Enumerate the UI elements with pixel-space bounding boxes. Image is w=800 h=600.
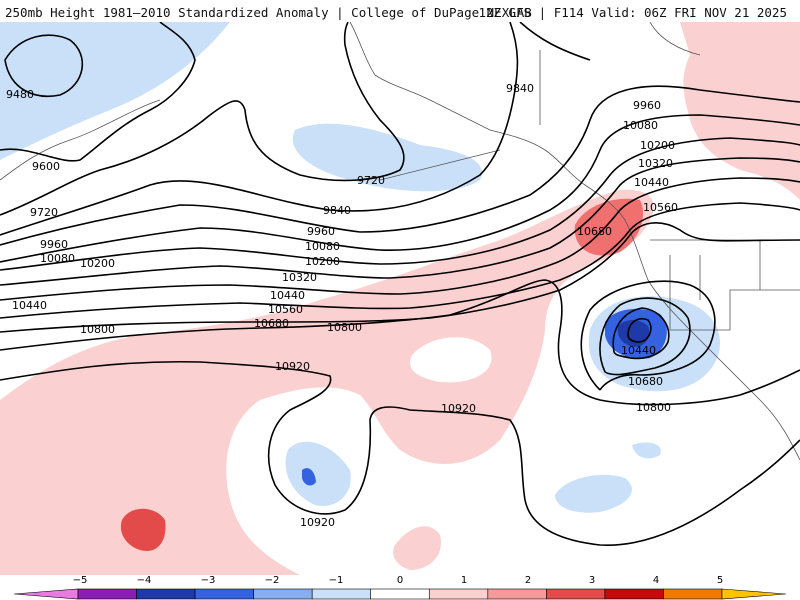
colorbar-tick-label: 0 (396, 575, 404, 586)
label-10440: 10440 (12, 299, 47, 312)
contour-9720-w (0, 22, 405, 216)
neg-anomaly-se-2 (632, 442, 661, 459)
label-10920: 10920 (441, 402, 476, 415)
neg-anomaly-sw-1 (285, 441, 351, 506)
colorbar-tick-label: −1 (328, 575, 344, 586)
colorbar-tick-label: −5 (72, 575, 88, 586)
pos-anomaly-sw-patch (30, 459, 58, 479)
contour-10800-low (580, 280, 716, 391)
colorbar-swatch (194, 588, 254, 600)
label-10800: 10800 (80, 323, 115, 336)
pos-anomaly-hole-1 (410, 337, 492, 383)
label-10440-low: 10440 (621, 344, 656, 357)
label-9600: 9600 (32, 160, 60, 173)
label-10680: 10680 (254, 317, 289, 330)
label-9840: 9840 (323, 204, 351, 217)
label-10200: 10200 (80, 257, 115, 270)
colorbar-swatch (136, 588, 196, 600)
label-9840: 9840 (506, 82, 534, 95)
colorbar-swatch (546, 588, 606, 600)
contour-10200 (0, 137, 800, 271)
pos-anomaly-bottom (393, 526, 441, 570)
contour-10920 (0, 360, 800, 546)
contour-10440 (0, 177, 800, 301)
label-10800-low: 10800 (636, 401, 671, 414)
contour-10560 (0, 202, 800, 319)
contour-10800 (0, 279, 800, 406)
contour-10080 (0, 114, 800, 263)
colorbar-tick-label: 3 (588, 575, 596, 586)
contour-9840-top (519, 22, 591, 61)
label-10080: 10080 (305, 240, 340, 253)
label-10080: 10080 (623, 119, 658, 132)
label-10440: 10440 (634, 176, 669, 189)
contour-10680-main (0, 222, 800, 333)
label-10320: 10320 (282, 271, 317, 284)
anomaly-shading (0, 22, 800, 575)
coastlines (0, 22, 800, 461)
neg-anomaly-se (555, 474, 632, 513)
label-9720: 9720 (30, 206, 58, 219)
label-10200: 10200 (640, 139, 675, 152)
label-9960: 9960 (633, 99, 661, 112)
label-10920: 10920 (275, 360, 310, 373)
neg-anomaly-gulf-alaska (292, 123, 482, 192)
colorbar-tick-label: 5 (716, 575, 724, 586)
header-bar: 250mb Height 1981–2010 Standardized Anom… (0, 0, 800, 22)
colorbar-swatch (604, 588, 664, 600)
colorbar-tick-label: −3 (200, 575, 216, 586)
colorbar-swatch (77, 588, 137, 600)
colorbar-tick-label: −4 (136, 575, 152, 586)
label-9480: 9480 (6, 88, 34, 101)
label-10920: 10920 (300, 516, 335, 529)
colorbar-swatch (311, 588, 372, 600)
contour-9960 (0, 85, 800, 246)
colorbar-swatch (428, 588, 489, 600)
neg-anomaly-sw-1-core (302, 468, 316, 486)
pos-anomaly-ne (680, 22, 800, 200)
colorbar-swatch (721, 588, 787, 600)
colorbar-swatch (487, 588, 547, 600)
map-title: 250mb Height 1981–2010 Standardized Anom… (5, 5, 532, 20)
contour-10560-low (612, 307, 670, 360)
contour-10680-low (599, 297, 691, 376)
colorbar-swatch (370, 588, 430, 600)
colorbar: −5 −4 −3 −2 −1 0 1 2 3 4 5 (0, 575, 800, 600)
contour-9480 (4, 34, 84, 97)
label-10560: 10560 (643, 201, 678, 214)
colorbar-tick-label: 2 (524, 575, 532, 586)
colorbar-swatch (13, 588, 79, 600)
label-10080: 10080 (40, 252, 75, 265)
contour-9600 (0, 22, 196, 162)
pos-anomaly-sw-red (120, 508, 166, 551)
label-9720: 9720 (357, 174, 385, 187)
colorbar-swatches (13, 588, 787, 600)
label-9960: 9960 (307, 225, 335, 238)
label-10320: 10320 (638, 157, 673, 170)
colorbar-tick-labels: −5 −4 −3 −2 −1 0 1 2 3 4 5 (0, 575, 800, 589)
pos-anomaly-central-band (0, 189, 654, 575)
contour-labels: 9480 9600 9720 9720 9840 9840 9960 9960 … (6, 82, 678, 529)
height-contours (0, 22, 800, 546)
label-10680-low: 10680 (628, 375, 663, 388)
colorbar-swatch (253, 588, 313, 600)
colorbar-tick-label: 4 (652, 575, 660, 586)
colorbar-tick-label: −2 (264, 575, 280, 586)
label-10440: 10440 (270, 289, 305, 302)
contour-10440-low (627, 318, 652, 343)
contour-10320 (0, 157, 800, 286)
contour-9840 (0, 22, 519, 236)
neg-anomaly-nw (0, 22, 230, 160)
label-10560: 10560 (268, 303, 303, 316)
colorbar-tick-label: 1 (460, 575, 468, 586)
colorbar-swatch (663, 588, 723, 600)
label-10680: 10680 (577, 225, 612, 238)
label-10200: 10200 (305, 255, 340, 268)
neg-anomaly-baja-low-core (617, 320, 650, 347)
label-9960: 9960 (40, 238, 68, 251)
label-10800: 10800 (327, 321, 362, 334)
model-run-valid-time: 12Z GFS | F114 Valid: 06Z FRI NOV 21 202… (478, 5, 787, 20)
anomaly-map[interactable]: 9480 9600 9720 9720 9840 9840 9960 9960 … (0, 22, 800, 575)
